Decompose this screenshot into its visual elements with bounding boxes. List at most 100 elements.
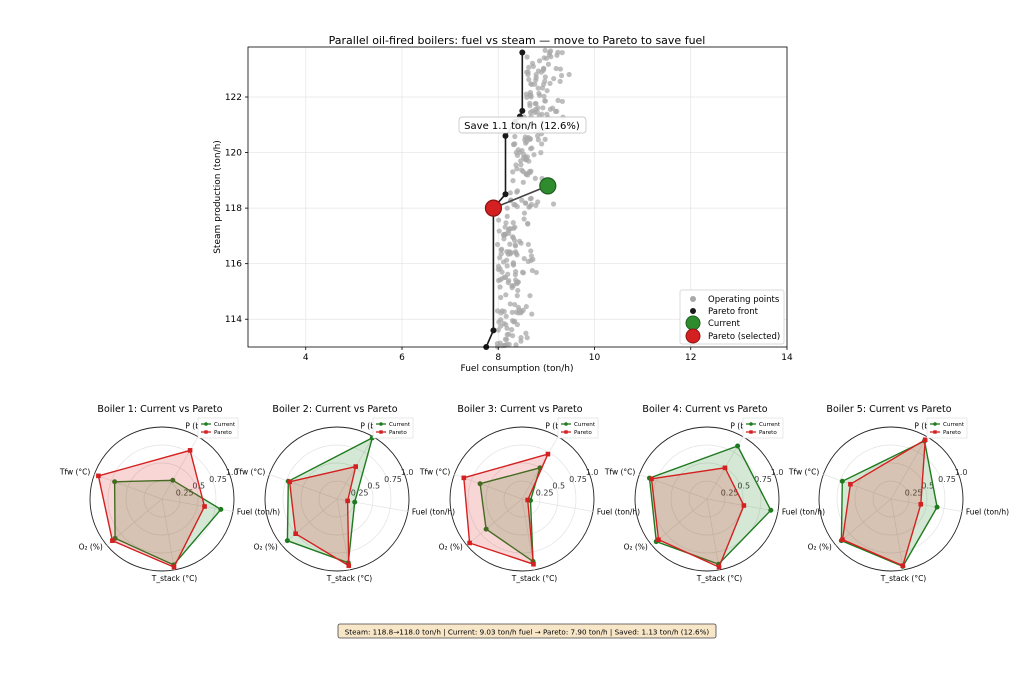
operating-point [542,74,548,80]
radar-grid-circle [652,444,762,554]
savings-annotation: Save 1.1 ton/h (12.6%) [458,116,587,134]
radar-legend-current-label: Current [759,422,781,428]
radar-spoke [706,498,720,570]
operating-point [542,78,548,84]
legend-label-pareto-selected: Pareto (selected) [708,332,780,342]
radar-legend-current-marker [564,422,568,426]
radar-point-pareto [467,540,472,546]
operating-point [521,210,528,216]
operating-point [521,255,527,262]
operating-point [506,249,512,255]
operating-point [495,263,502,269]
radar-outer-circle [449,426,595,572]
operating-point [525,241,531,248]
radar-point-pareto [848,481,853,487]
radar-series-pareto [650,467,745,569]
radar-spoke [521,498,593,512]
radar-axis-label: Tfw (°C) [59,467,91,476]
radar-axis-label: O₂ (%) [254,542,278,551]
radar-point-current [352,499,358,505]
radar-grid-circle [836,444,946,554]
pareto-front-point [502,132,509,139]
y-tick-label: 122 [225,93,242,103]
operating-point [554,52,560,58]
operating-point [511,142,517,148]
radar-spoke [161,498,175,570]
operating-point [523,303,529,310]
radar-point-pareto [187,448,193,453]
operating-point [521,216,527,222]
operating-point [519,269,526,275]
y-tick-label: 114 [225,315,242,325]
radar-rtick-label: 0.5 [552,482,565,491]
radar-axis-label: Fuel (ton/h) [597,508,640,517]
legend-label-pareto-front: Pareto front [708,307,759,317]
radar-title: Boiler 1: Current vs Pareto [97,404,222,415]
operating-point [541,93,547,99]
operating-point [514,293,520,299]
operating-point [507,241,513,247]
operating-point [509,309,515,315]
operating-point [531,152,537,158]
operating-point [513,342,519,348]
radar-rtick-label: 0.75 [754,475,772,484]
radar-rtick-label: 0.25 [176,488,194,497]
operating-point [552,108,559,114]
radar-series-current [840,439,938,568]
operating-point [512,133,518,140]
radar-spoke [466,498,523,546]
radar-point-pareto [922,437,928,443]
pareto-front-point [502,191,509,198]
radar-point-pareto [293,531,298,537]
operating-point [496,217,502,223]
operating-point [550,201,557,207]
radar-rtick-label: 0.5 [737,482,750,491]
radar-outer-circle [264,426,410,572]
current-marker [539,177,557,195]
operating-point [527,109,534,115]
operating-point [548,54,554,60]
operating-point [505,271,511,277]
radar-axis-label: Tfw (°C) [234,467,266,476]
radar-point-pareto [171,564,177,570]
operating-point [547,106,553,112]
radar-rtick-label: 0.75 [938,475,956,484]
radar-point-pareto [287,479,292,485]
legend-marker-operating-points [690,296,696,302]
radar-boiler-3: Boiler 3: Current vs Pareto 0.250.5 0.751.… [419,404,640,583]
radar-boiler-1: Boiler 1: Current vs Pareto0.250.50.751.… [59,404,280,583]
radar-spoke [281,498,338,546]
radar-spoke [890,436,928,500]
operating-point [504,341,510,347]
radar-series-current [286,436,374,564]
radar-axis-label: O₂ (%) [624,542,648,551]
operating-point [551,76,557,82]
radar-legend-current-marker [933,422,937,426]
operating-point [514,279,520,286]
radar-point-pareto [545,451,551,457]
radar-point-pareto [649,476,654,482]
operating-point [501,236,507,242]
operating-point [500,259,507,265]
radar-axis-label: O₂ (%) [439,542,463,551]
x-tick-label: 12 [685,353,696,363]
operating-point [529,60,536,66]
operating-point [535,137,541,143]
pareto-front-point [519,49,526,56]
operating-point [542,136,548,142]
radar-grid-circle [107,444,217,554]
radar-series-pareto [841,438,926,567]
operating-point [519,197,525,203]
current-pareto-markers [484,177,557,217]
operating-point [503,292,509,298]
radar-legend-pareto-label: Pareto [759,430,777,436]
radar-rtick-label: 1.0 [771,468,784,477]
operating-point [499,276,505,282]
operating-point [507,301,513,307]
operating-point [506,277,512,284]
operating-point [518,338,524,344]
radar-point-pareto [345,498,350,504]
radar-spoke [823,474,892,500]
operating-point [504,213,510,220]
operating-point [494,241,501,248]
